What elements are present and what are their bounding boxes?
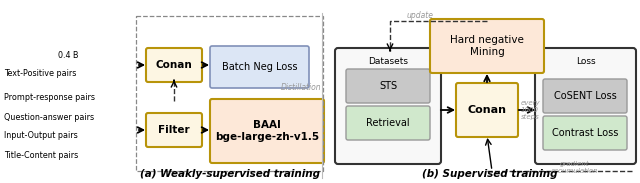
Text: (a) Weakly-supervised training: (a) Weakly-supervised training bbox=[140, 169, 320, 179]
FancyBboxPatch shape bbox=[543, 116, 627, 150]
FancyBboxPatch shape bbox=[456, 83, 518, 137]
Text: 0.4 B: 0.4 B bbox=[58, 51, 78, 59]
Text: gradient
accumulation: gradient accumulation bbox=[551, 160, 599, 173]
FancyBboxPatch shape bbox=[210, 99, 324, 163]
FancyBboxPatch shape bbox=[346, 106, 430, 140]
Text: Filter: Filter bbox=[158, 125, 190, 135]
Text: update: update bbox=[406, 10, 433, 20]
FancyBboxPatch shape bbox=[430, 19, 544, 73]
Text: Datasets: Datasets bbox=[368, 57, 408, 66]
FancyBboxPatch shape bbox=[146, 48, 202, 82]
FancyBboxPatch shape bbox=[346, 69, 430, 103]
Text: Batch Neg Loss: Batch Neg Loss bbox=[221, 62, 297, 72]
Text: Input-Output pairs: Input-Output pairs bbox=[4, 132, 77, 141]
Text: Loss: Loss bbox=[576, 57, 595, 66]
FancyBboxPatch shape bbox=[210, 46, 309, 88]
Text: Hard negative
Mining: Hard negative Mining bbox=[450, 35, 524, 57]
Text: (b) Supervised training: (b) Supervised training bbox=[422, 169, 557, 179]
Text: BAAI
bge-large-zh-v1.5: BAAI bge-large-zh-v1.5 bbox=[215, 120, 319, 142]
Text: Retrieval: Retrieval bbox=[366, 118, 410, 128]
Text: every
1000
steps: every 1000 steps bbox=[521, 100, 541, 120]
Text: Title-Content pairs: Title-Content pairs bbox=[4, 150, 78, 160]
FancyBboxPatch shape bbox=[335, 48, 441, 164]
Text: Conan: Conan bbox=[467, 105, 506, 115]
FancyBboxPatch shape bbox=[535, 48, 636, 164]
Text: Contrast Loss: Contrast Loss bbox=[552, 128, 618, 138]
Text: Prompt-response pairs: Prompt-response pairs bbox=[4, 94, 95, 102]
Text: Question-answer pairs: Question-answer pairs bbox=[4, 113, 94, 122]
Text: STS: STS bbox=[379, 81, 397, 91]
Text: Text-Positive pairs: Text-Positive pairs bbox=[4, 68, 76, 77]
Text: CoSENT Loss: CoSENT Loss bbox=[554, 91, 616, 101]
FancyBboxPatch shape bbox=[543, 79, 627, 113]
FancyBboxPatch shape bbox=[146, 113, 202, 147]
Text: Conan: Conan bbox=[156, 60, 193, 70]
Text: Distillation: Distillation bbox=[280, 83, 321, 92]
Bar bbox=[136, 16, 323, 171]
